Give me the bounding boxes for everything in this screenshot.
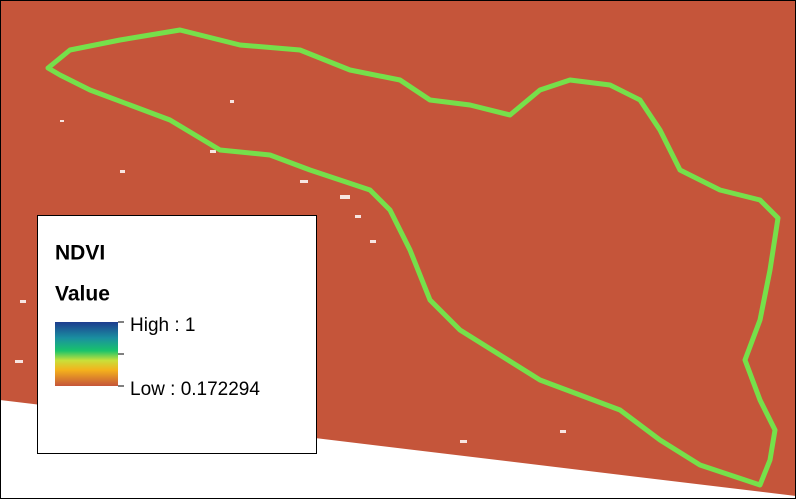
legend-high-label: High : 1 <box>130 315 195 336</box>
legend-field: Value <box>55 283 110 306</box>
map: NDVI Value High : 1 Low : 0.172294 <box>0 0 796 499</box>
page: NDVI Value High : 1 Low : 0.172294 (() =… <box>0 0 796 499</box>
legend-low-label: Low : 0.172294 <box>130 379 260 400</box>
legend-title: NDVI <box>55 242 105 265</box>
color-ramp <box>55 322 118 386</box>
